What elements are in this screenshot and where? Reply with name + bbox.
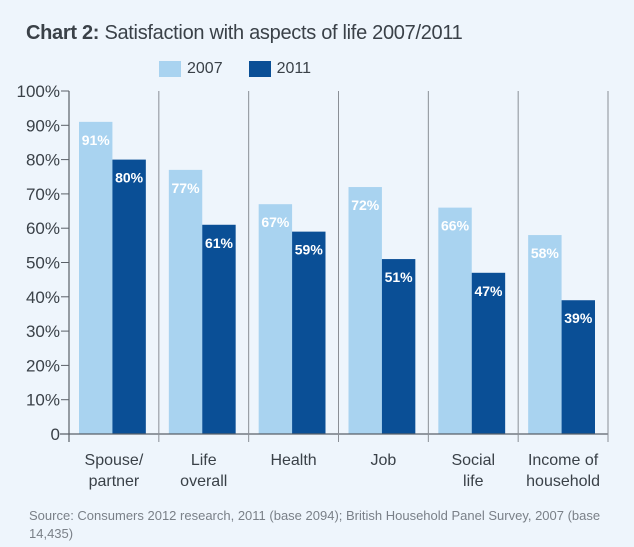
y-tick-label: 90% (26, 116, 60, 135)
data-label-2007-4: 66% (441, 218, 470, 234)
bar-2011-4 (471, 272, 506, 434)
legend-swatch-2007 (159, 61, 181, 77)
bar-2007-2 (258, 204, 293, 434)
data-label-2011-3: 51% (385, 269, 414, 285)
data-label-2007-5: 58% (531, 245, 560, 261)
category-label: life (463, 473, 484, 490)
legend: 2007 2011 (159, 60, 337, 78)
bar-2011-5 (561, 300, 595, 434)
y-tick-label: 60% (26, 219, 60, 238)
data-label-2011-0: 80% (115, 170, 144, 186)
legend-label-2007: 2007 (187, 60, 223, 77)
legend-label-2011: 2011 (276, 60, 311, 77)
legend-swatch-2011 (248, 61, 271, 77)
data-label-2011-1: 61% (205, 235, 234, 251)
y-tick-label: 10% (26, 391, 60, 410)
data-label-2007-0: 91% (82, 132, 111, 148)
category-label: Life (191, 452, 217, 469)
y-tick-label: 50% (26, 254, 60, 273)
bar-2011-3 (381, 259, 416, 434)
data-label-2011-5: 39% (564, 310, 593, 326)
chart-title: Chart 2: Satisfaction with aspects of li… (26, 22, 463, 45)
data-label-2011-4: 47% (474, 283, 503, 299)
bar-2007-5 (528, 235, 562, 434)
y-tick-label: 20% (26, 356, 60, 375)
chart-title-text: Satisfaction with aspects of life 2007/2… (104, 22, 463, 44)
bar-2007-4 (438, 207, 472, 434)
category-label: Spouse/ (85, 452, 144, 469)
y-tick-label: 80% (26, 151, 60, 170)
legend-item-2007: 2007 (159, 60, 223, 78)
bar-2011-2 (292, 231, 326, 434)
data-label-2007-2: 67% (261, 214, 290, 230)
data-label-2011-2: 59% (295, 242, 324, 258)
bar-2007-3 (348, 187, 382, 434)
y-tick-label: 30% (26, 322, 60, 341)
category-label: Income of (528, 452, 599, 469)
data-label-2007-1: 77% (172, 180, 201, 196)
bar-2011-1 (202, 224, 236, 434)
y-tick-label: 40% (26, 288, 60, 307)
category-label: Health (270, 452, 316, 469)
bar-2011-0 (112, 159, 146, 434)
source-note: Source: Consumers 2012 research, 2011 (b… (29, 508, 601, 541)
category-label: household (526, 473, 600, 490)
y-tick-label: 100% (17, 82, 60, 101)
legend-item-2011: 2011 (248, 60, 311, 78)
y-tick-label: 70% (26, 185, 60, 204)
category-label: partner (89, 473, 140, 490)
category-label: overall (180, 473, 227, 490)
data-label-2007-3: 72% (351, 197, 380, 213)
chart-title-prefix: Chart 2: (26, 22, 100, 44)
y-tick-label: 0 (51, 425, 60, 444)
category-label: Job (371, 452, 397, 469)
bar-2007-0 (79, 121, 113, 435)
category-label: Social (451, 452, 495, 469)
bar-2007-1 (168, 169, 203, 434)
